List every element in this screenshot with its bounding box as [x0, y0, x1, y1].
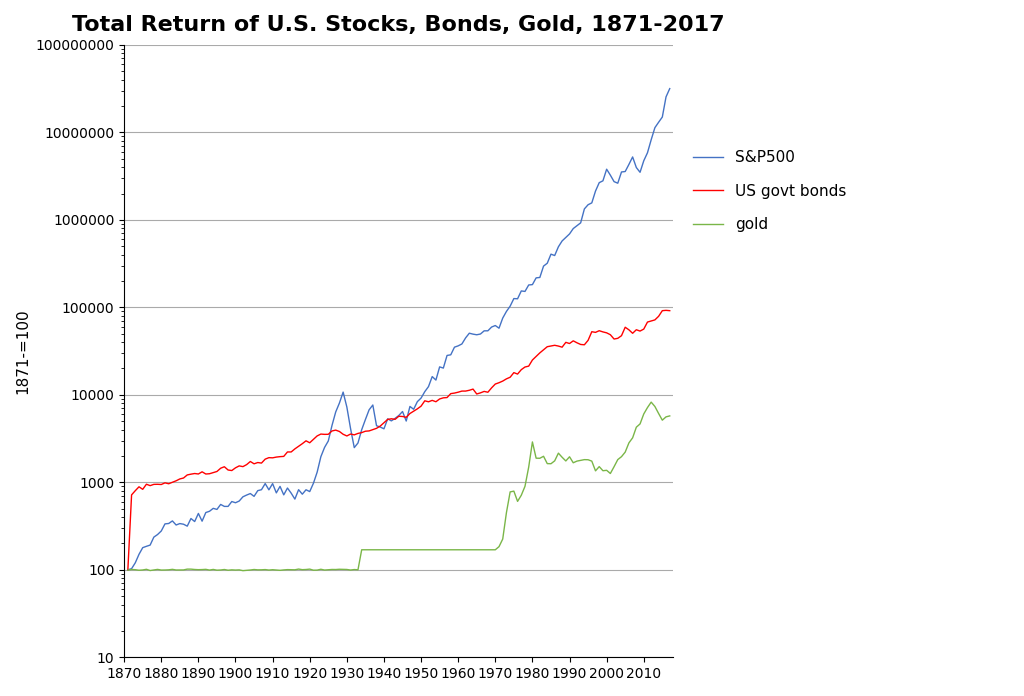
- S&P500: [266, 480, 279, 488]
- US govt bonds: [541, 342, 553, 351]
- Line: S&P500: S&P500: [128, 88, 670, 570]
- Line: US govt bonds: US govt bonds: [128, 310, 670, 570]
- US govt bonds: [497, 377, 509, 386]
- gold: [300, 565, 312, 574]
- US govt bonds: [549, 341, 561, 349]
- US govt bonds: [419, 397, 431, 405]
- Y-axis label: 1871-=100: 1871-=100: [15, 308, 30, 394]
- S&P500: [122, 566, 134, 574]
- S&P500: [497, 314, 509, 322]
- gold: [501, 508, 513, 516]
- US govt bonds: [122, 566, 134, 574]
- S&P500: [549, 251, 561, 260]
- Line: gold: gold: [128, 402, 670, 571]
- Legend: S&P500, US govt bonds, gold: S&P500, US govt bonds, gold: [686, 144, 853, 238]
- S&P500: [296, 490, 308, 498]
- gold: [545, 459, 557, 468]
- gold: [422, 546, 434, 554]
- Title: Total Return of U.S. Stocks, Bonds, Gold, 1871-2017: Total Return of U.S. Stocks, Bonds, Gold…: [73, 15, 725, 35]
- US govt bonds: [659, 306, 672, 315]
- gold: [122, 566, 134, 574]
- US govt bonds: [664, 306, 676, 315]
- gold: [664, 412, 676, 420]
- gold: [645, 398, 657, 406]
- US govt bonds: [296, 439, 308, 448]
- gold: [237, 567, 249, 575]
- gold: [270, 566, 283, 574]
- S&P500: [541, 259, 553, 267]
- gold: [552, 449, 564, 457]
- US govt bonds: [266, 454, 279, 462]
- S&P500: [664, 84, 676, 93]
- S&P500: [419, 388, 431, 396]
